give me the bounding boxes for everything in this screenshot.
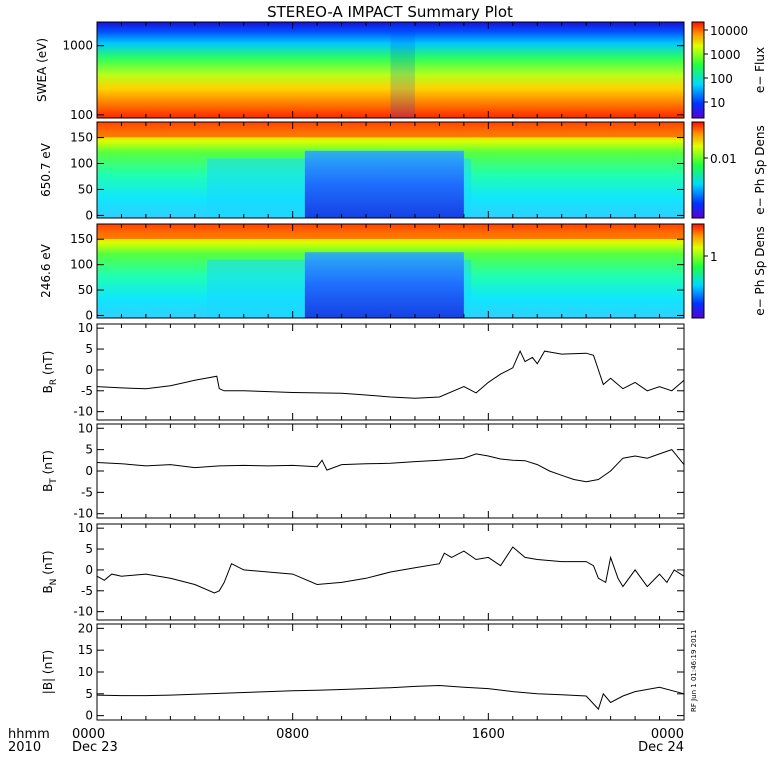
swea-ylabel: SWEA (eV): [35, 38, 49, 102]
y-tick-label: 20: [78, 621, 93, 635]
colorbar: [691, 223, 705, 319]
pad246-low-band: [304, 252, 464, 318]
timestamp-stamp: RF Jun 1 01:46:19 2011: [690, 630, 698, 712]
y-tick-label: 50: [78, 283, 93, 297]
x-tick-label: 1600: [472, 727, 505, 742]
x-tick-label: 0800: [276, 727, 309, 742]
pad246-ylabel: 246.6 eV: [39, 243, 53, 298]
y-tick-label: 10: [78, 521, 93, 535]
x-tick-label: 0000: [651, 727, 684, 742]
colorbar-label: e− Flux: [753, 47, 767, 93]
x-tick-label: 0000: [72, 727, 105, 742]
bt-frame: [96, 423, 685, 519]
bt-series-line: [96, 449, 685, 483]
y-tick-label: 5: [85, 443, 93, 457]
y-tick-label: -10: [73, 605, 93, 619]
y-tick-label: 0: [85, 208, 93, 222]
y-tick-label: 0: [85, 363, 93, 377]
y-tick-label: 10: [78, 321, 93, 335]
colorbar-label: e− Ph Sp Dens: [753, 125, 767, 214]
br-series-line: [96, 349, 685, 399]
colorbar-tick-label: 100: [710, 72, 733, 86]
footer-year: 2010: [8, 740, 41, 755]
y-tick-label: 100: [70, 108, 93, 122]
bmag-frame: [96, 623, 685, 721]
colorbar-tick-label: 10000: [710, 24, 748, 38]
y-tick-label: 15: [78, 643, 93, 657]
y-tick-label: 100: [70, 157, 93, 171]
y-tick-label: -5: [81, 485, 93, 499]
br-ylabel: BR (nT): [41, 351, 59, 394]
bn-series-line: [96, 546, 685, 594]
colorbar-label: e− Ph Sp Dens: [753, 226, 767, 315]
swea-spectrogram: [97, 22, 684, 118]
colorbar: [691, 121, 705, 219]
y-tick-label: 0: [85, 563, 93, 577]
y-tick-label: -5: [81, 584, 93, 598]
bn-ylabel: BN (nT): [41, 550, 59, 593]
y-tick-label: 5: [85, 542, 93, 556]
y-tick-label: 5: [85, 687, 93, 701]
bmag-series-line: [96, 684, 685, 711]
y-tick-label: -10: [73, 405, 93, 419]
footer-hhmm: hhmm: [8, 727, 50, 742]
colorbar-tick-label: 1: [710, 250, 718, 264]
y-tick-label: 0: [85, 709, 93, 723]
colorbar: [691, 21, 705, 119]
br-frame: [96, 323, 685, 421]
y-tick-label: 5: [85, 342, 93, 356]
y-tick-label: -5: [81, 384, 93, 398]
y-tick-label: 1000: [62, 39, 93, 53]
pad650-low-band: [304, 150, 464, 218]
y-tick-label: 50: [78, 182, 93, 196]
pad650-ylabel: 650.7 eV: [39, 142, 53, 197]
y-tick-label: 0: [85, 308, 93, 322]
y-tick-label: -10: [73, 507, 93, 521]
bmag-ylabel: |B| (nT): [41, 650, 55, 694]
colorbar-tick-label: 10: [710, 96, 725, 110]
y-tick-label: 150: [70, 232, 93, 246]
chart-title: STEREO-A IMPACT Summary Plot: [267, 3, 513, 21]
footer-date-end: Dec 24: [638, 740, 684, 755]
y-tick-label: 10: [78, 421, 93, 435]
y-tick-label: 0: [85, 464, 93, 478]
swea-dropout-band: [390, 22, 415, 118]
y-tick-label: 150: [70, 131, 93, 145]
y-tick-label: 100: [70, 258, 93, 272]
y-tick-label: 10: [78, 665, 93, 679]
colorbar-tick-label: 0.01: [710, 152, 737, 166]
colorbar-tick-label: 1000: [710, 48, 741, 62]
bt-ylabel: BT (nT): [41, 450, 59, 492]
footer-date-start: Dec 23: [72, 740, 118, 755]
